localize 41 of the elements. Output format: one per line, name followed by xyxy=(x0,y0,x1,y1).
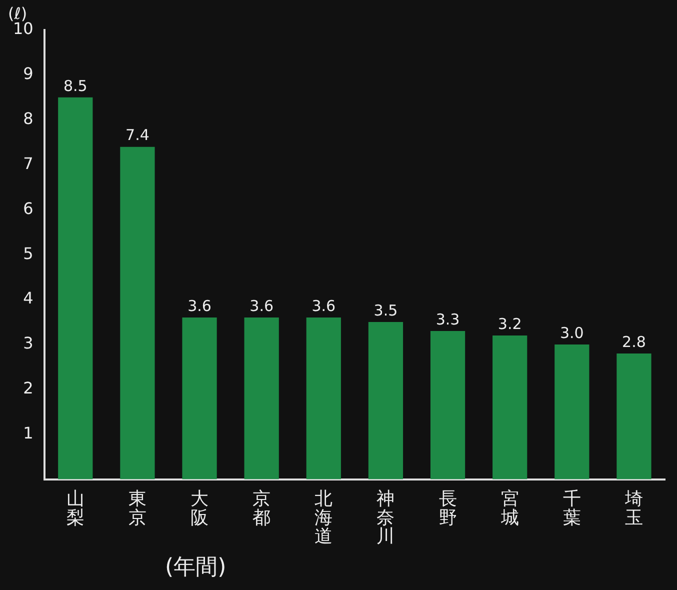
data-label: 3.0 xyxy=(560,324,584,342)
y-tick-label: 2 xyxy=(23,378,34,398)
x-tick-label: 宮城 xyxy=(500,488,519,528)
bar xyxy=(244,318,279,480)
data-label: 8.5 xyxy=(63,76,88,95)
data-label: 3.2 xyxy=(498,314,522,333)
bar xyxy=(492,336,528,480)
y-tick-label: 7 xyxy=(23,154,34,173)
y-tick-label: 4 xyxy=(23,288,34,308)
data-label: 3.3 xyxy=(436,310,460,328)
x-tick-label: 北海道 xyxy=(314,488,333,548)
x-tick-label: 神奈川 xyxy=(376,488,395,548)
bar xyxy=(430,331,466,480)
y-axis-title: (ℓ) xyxy=(8,4,28,23)
data-label: 2.8 xyxy=(622,332,646,351)
y-tick-label: 1 xyxy=(23,424,34,443)
y-tick-label: 5 xyxy=(23,244,34,263)
bar xyxy=(368,322,404,480)
y-tick-label: 3 xyxy=(23,334,34,353)
data-label: 3.6 xyxy=(312,296,336,315)
x-tick-label: 山梨 xyxy=(66,488,84,528)
bar xyxy=(182,318,217,480)
bar xyxy=(554,344,590,480)
x-tick-label: 大阪 xyxy=(190,488,209,528)
data-label: 3.5 xyxy=(374,301,398,320)
data-label: 7.4 xyxy=(126,126,150,144)
data-label: 3.6 xyxy=(250,296,274,315)
data-label: 3.6 xyxy=(188,296,212,315)
bar xyxy=(616,353,652,480)
x-tick-label: 千葉 xyxy=(562,488,581,528)
y-tick-label: 8 xyxy=(23,109,34,128)
text: (年間) xyxy=(165,554,226,582)
x-tick-label: 京都 xyxy=(252,488,271,528)
x-tick-label: 長野 xyxy=(438,488,457,528)
bar xyxy=(120,146,155,480)
bar xyxy=(58,97,93,480)
y-tick-label: 9 xyxy=(23,64,34,84)
bar xyxy=(306,318,341,480)
y-tick-label: 6 xyxy=(23,198,34,218)
x-tick-label: 東京 xyxy=(128,488,146,528)
x-tick-label: 埼玉 xyxy=(624,488,643,528)
